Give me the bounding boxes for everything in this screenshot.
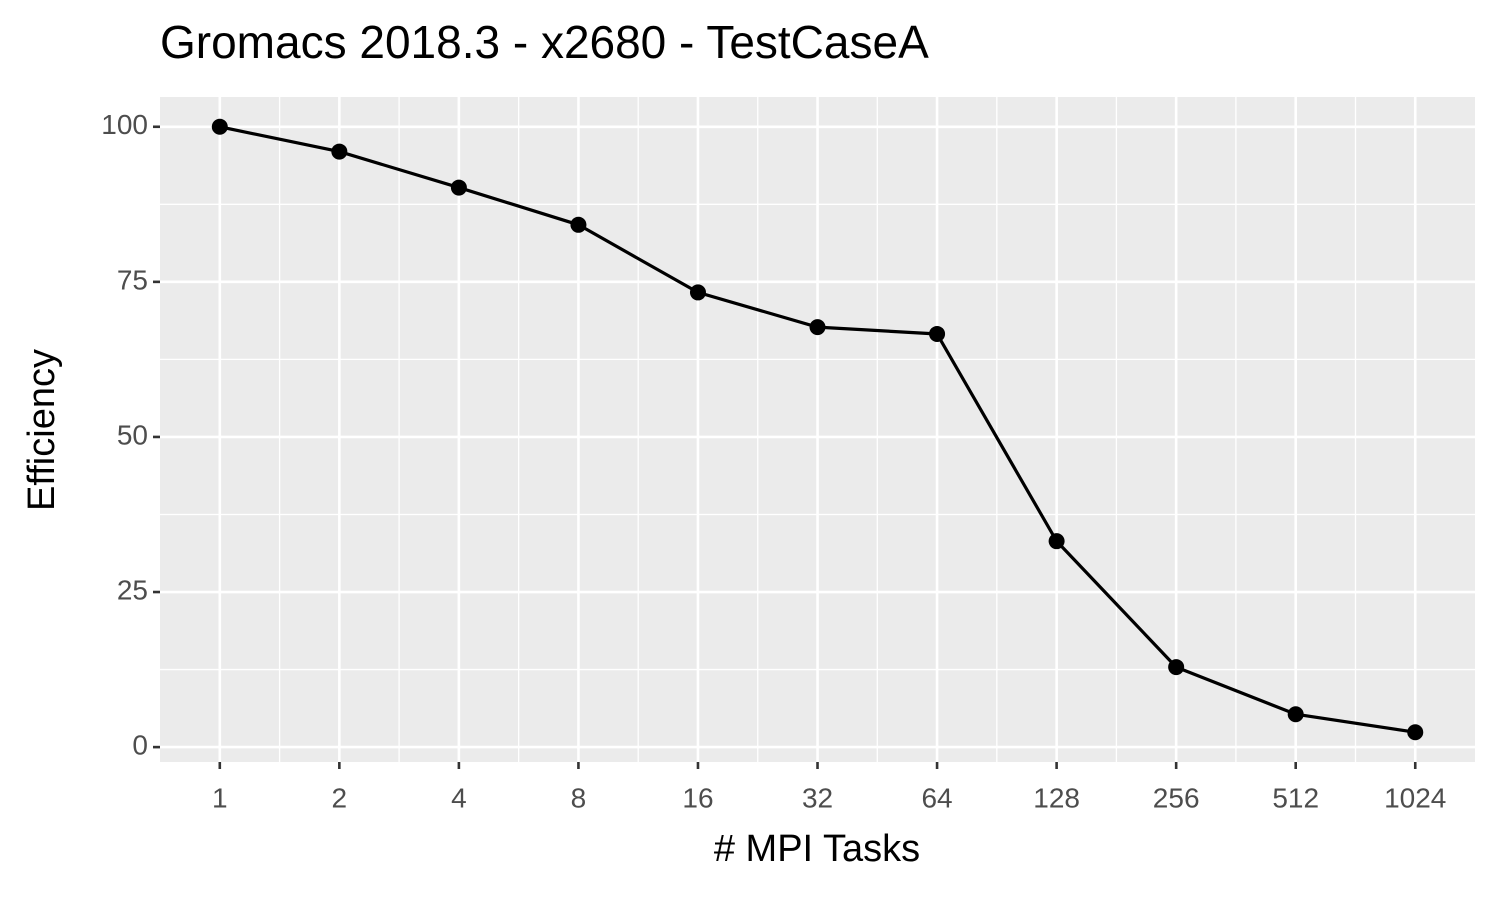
y-tick-label: 100 — [101, 109, 148, 140]
point — [1168, 659, 1185, 676]
x-tick-label: 2 — [332, 782, 348, 813]
x-tick-label: 32 — [802, 782, 833, 813]
x-tick-label: 8 — [571, 782, 587, 813]
point — [570, 216, 587, 233]
y-tick-label: 75 — [117, 264, 148, 295]
x-tick-label: 128 — [1033, 782, 1080, 813]
y-tick-label: 25 — [117, 574, 148, 605]
point — [689, 284, 706, 301]
x-tick-label: 64 — [921, 782, 952, 813]
x-tick-label: 1024 — [1384, 782, 1446, 813]
point — [450, 179, 467, 196]
point — [1048, 533, 1065, 550]
point — [1407, 724, 1424, 741]
point — [211, 118, 228, 135]
point — [1287, 706, 1304, 723]
x-tick-label: 1 — [212, 782, 228, 813]
x-tick-label: 16 — [682, 782, 713, 813]
point — [809, 319, 826, 336]
x-tick-label: 4 — [451, 782, 467, 813]
chart-title: Gromacs 2018.3 - x2680 - TestCaseA — [160, 16, 929, 68]
x-axis-title: # MPI Tasks — [714, 828, 920, 870]
point — [929, 325, 946, 342]
y-tick-label: 0 — [132, 730, 148, 761]
y-axis-title: Efficiency — [21, 349, 63, 511]
y-tick-label: 50 — [117, 419, 148, 450]
point — [331, 143, 348, 160]
x-tick-label: 256 — [1153, 782, 1200, 813]
x-tick-label: 512 — [1272, 782, 1319, 813]
